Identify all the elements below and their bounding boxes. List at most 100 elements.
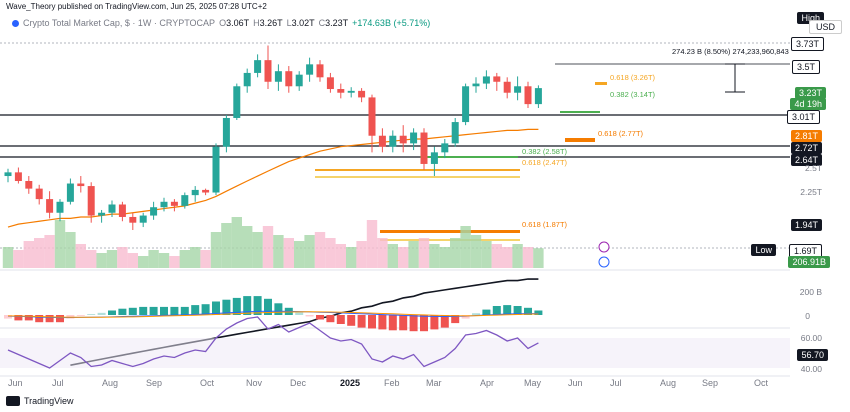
volume-bar xyxy=(34,238,45,268)
volume-bar xyxy=(54,220,66,268)
volume-bar xyxy=(418,238,430,268)
volume-bar xyxy=(533,248,544,268)
candle-body xyxy=(420,132,428,164)
volume-bar xyxy=(450,238,461,268)
macd-histogram-bar xyxy=(87,314,96,315)
candle-body xyxy=(295,74,303,87)
volume-bar xyxy=(96,253,107,268)
time-axis-label: Jun xyxy=(568,378,583,388)
volume-bar xyxy=(158,253,170,268)
last-price-tag: 3.23T xyxy=(794,87,826,99)
volume-bar xyxy=(138,256,149,268)
time-axis-label: Jul xyxy=(52,378,64,388)
macd-histogram-bar xyxy=(378,315,387,330)
volume-bar xyxy=(325,238,336,268)
volume-bar xyxy=(377,238,388,268)
volume-bar xyxy=(387,244,398,268)
volume-bar xyxy=(512,244,523,268)
candle-body xyxy=(129,216,137,223)
fib-label-326: 0.618 (3.26T) xyxy=(610,73,656,82)
candle-body xyxy=(451,122,459,144)
time-axis-label: May xyxy=(524,378,542,388)
axis-label-40: 40.00 xyxy=(800,364,822,374)
currency-button[interactable]: USD xyxy=(808,20,842,34)
volume-bar xyxy=(314,232,326,268)
macd-histogram-bar xyxy=(274,303,283,315)
macd-histogram-bar xyxy=(97,312,106,315)
candle-body xyxy=(170,201,178,206)
macd-histogram-bar xyxy=(524,307,532,315)
candle-body xyxy=(264,60,272,82)
macd-histogram-bar xyxy=(201,304,210,315)
macd-histogram-bar xyxy=(388,315,397,331)
volume-bar xyxy=(242,226,253,268)
fib-label-247: 0.618 (2.47T) xyxy=(522,158,568,167)
candle-body xyxy=(337,89,345,93)
time-axis-label: Apr xyxy=(480,378,495,388)
time-axis-label: 2025 xyxy=(340,378,361,388)
candle-body xyxy=(482,76,490,84)
macd-histogram-bar xyxy=(305,315,314,317)
volume-bar xyxy=(335,244,346,268)
macd-histogram-bar xyxy=(326,315,335,323)
volume-bar xyxy=(304,235,315,268)
axis-label-60: 60.00 xyxy=(800,333,822,343)
candle-body xyxy=(441,143,449,153)
symbol-logo-icon xyxy=(12,19,19,27)
volume-bar xyxy=(200,250,211,268)
volume-bar xyxy=(117,247,128,268)
time-axis-label: Feb xyxy=(384,378,400,388)
earnings-icon xyxy=(598,256,610,268)
axis-label-225: 2.25T xyxy=(800,187,822,197)
candle-body xyxy=(150,207,158,216)
macd-histogram-bar xyxy=(295,312,304,315)
change-value: +174.63B (+5.71%) xyxy=(352,18,431,28)
price-tag-272: 2.72T xyxy=(790,142,822,154)
footer-brand: TradingView xyxy=(24,396,74,406)
fib-label-314: 0.382 (3.14T) xyxy=(610,90,656,99)
price-tag-264: 2.64T xyxy=(790,154,822,166)
candle-body xyxy=(4,172,12,177)
candle-body xyxy=(368,97,376,136)
macd-histogram-bar xyxy=(513,306,522,315)
volume-bar xyxy=(294,241,305,268)
time-axis-label: Jul xyxy=(610,378,622,388)
fib-zone-326 xyxy=(595,82,607,85)
volume-bar xyxy=(179,250,190,268)
volume-bar xyxy=(273,235,284,268)
candle-body xyxy=(326,77,334,90)
candle-body xyxy=(222,117,230,147)
axis-label-0: 0 xyxy=(805,311,810,321)
volume-bar xyxy=(148,250,159,268)
volume-bar xyxy=(356,241,367,268)
candle-body xyxy=(306,64,314,75)
volume-bar xyxy=(366,220,378,268)
volume-bar xyxy=(23,241,34,268)
candle-body xyxy=(108,204,116,213)
macd-histogram-bar xyxy=(14,315,23,321)
candle-body xyxy=(181,195,189,206)
event-icon xyxy=(598,241,610,253)
axis-label-25: 2.5T xyxy=(804,163,822,173)
measure-label: 274.23 B (8.50%) 274,233,960,843 xyxy=(672,47,789,56)
macd-histogram-bar xyxy=(399,315,408,331)
candle-body xyxy=(274,71,282,82)
fib-zone-314 xyxy=(560,111,600,113)
macd-histogram-bar xyxy=(357,315,366,328)
volume-bar xyxy=(127,253,138,268)
volume-bar xyxy=(522,247,534,268)
low-label: Low xyxy=(751,244,776,256)
candle-body xyxy=(514,86,522,93)
macd-histogram-bar xyxy=(24,315,33,321)
candle-body xyxy=(202,189,210,193)
volume-bar xyxy=(429,244,440,268)
symbol-legend: Crypto Total Market Cap, $ · 1W · CRYPTO… xyxy=(12,18,430,28)
ohlc-open: O3.06T xyxy=(219,18,250,28)
candle-body xyxy=(233,86,241,118)
fib-label-187: 0.618 (1.87T) xyxy=(522,220,568,229)
volume-bar xyxy=(283,238,294,268)
time-axis-label: Aug xyxy=(102,378,119,388)
ohlc-close: C3.23T xyxy=(318,18,349,28)
macd-histogram-bar xyxy=(4,315,12,319)
